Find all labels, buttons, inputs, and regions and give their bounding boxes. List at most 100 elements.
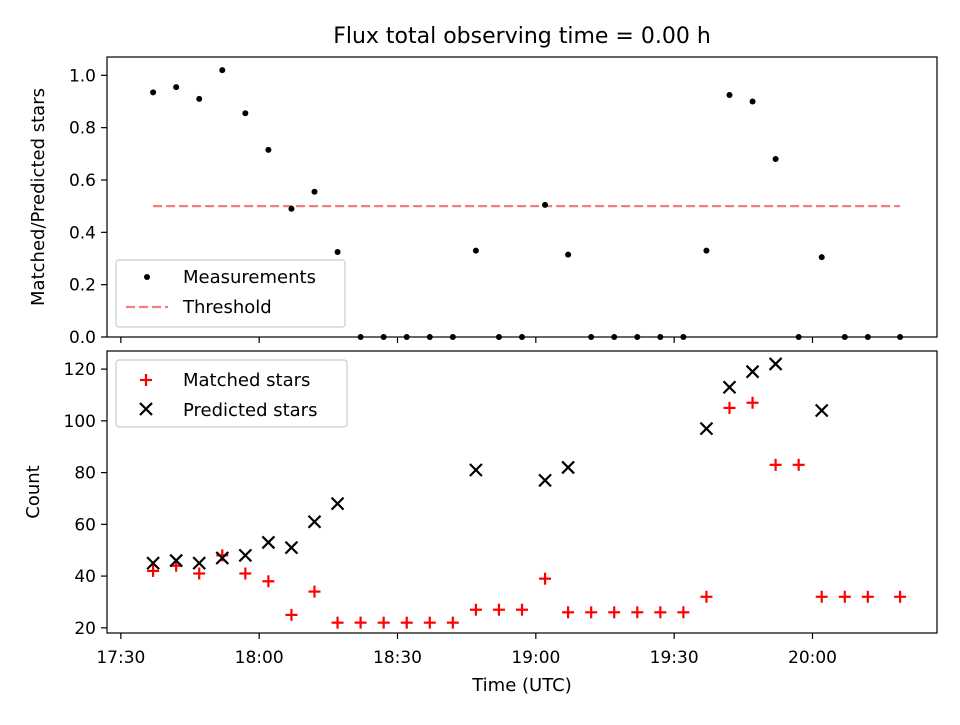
top-plot-frame	[106, 56, 938, 338]
matched-star-point	[654, 606, 667, 619]
matched-star-point	[631, 606, 644, 619]
bottom-x-axis-label: Time (UTC)	[471, 675, 572, 696]
matched-star-point	[769, 458, 782, 471]
matched-star-point	[262, 575, 275, 588]
predicted-star-point	[768, 357, 783, 371]
matched-star-point	[861, 590, 874, 603]
matched-star-point	[562, 606, 575, 619]
top-y-axis-label: Matched/Predicted stars	[28, 88, 49, 306]
matched-star-point	[608, 606, 621, 619]
measurement-point	[726, 91, 733, 98]
predicted-star-point	[538, 473, 552, 488]
predicted-star-point	[261, 535, 276, 550]
matched-star-point	[400, 616, 413, 629]
measurement-point	[334, 248, 341, 255]
matched-star-point	[469, 603, 482, 616]
chart-title: Flux total observing time = 0.00 h	[333, 24, 711, 49]
bottom-y-axis-label: Count	[23, 465, 44, 518]
measurement-point	[818, 254, 825, 261]
top-y-axis-ticks: 0.0 0.2 0.4 0.6 0.8 1.0	[69, 66, 107, 348]
legend-matched-marker	[140, 374, 152, 386]
measurement-point	[472, 247, 479, 254]
bottom-x-tick-label: 19:30	[650, 648, 699, 668]
bottom-x-axis-ticks: 17:30 18:00 18:30 19:00 19:30 20:00	[96, 633, 837, 668]
predicted-star-point	[722, 380, 737, 394]
measurement-point	[242, 110, 249, 117]
measurement-point	[542, 201, 549, 208]
legend-matched-label: Matched stars	[183, 370, 310, 391]
matched-star-point	[792, 458, 805, 471]
bottom-plot-frame	[106, 350, 938, 634]
matched-star-point	[516, 603, 528, 616]
matched-star-point	[377, 616, 390, 629]
bottom-x-tick-label: 18:00	[235, 648, 284, 668]
matched-star-point	[723, 401, 736, 414]
top-y-tick-label: 0.2	[69, 276, 96, 296]
bottom-y-tick-label: 80	[74, 464, 96, 484]
top-y-tick-label: 0.6	[69, 171, 96, 191]
bottom-x-tick-label: 17:30	[96, 648, 145, 668]
matched-star-point	[216, 549, 229, 562]
predicted-star-point	[284, 540, 299, 555]
matched-star-point	[354, 616, 367, 629]
matched-star-point	[239, 567, 252, 580]
predicted-star-point	[307, 514, 322, 529]
matched-star-point	[193, 567, 206, 580]
top-y-tick-label: 1.0	[69, 66, 96, 86]
bottom-x-tick-label: 19:00	[511, 648, 560, 668]
legend-threshold-label: Threshold	[182, 297, 272, 318]
legend-predicted-label: Predicted stars	[183, 400, 317, 421]
predicted-star-point	[330, 496, 345, 511]
legend-predicted-marker	[139, 402, 153, 416]
predicted-star-point	[169, 553, 183, 568]
predicted-star-point	[561, 460, 575, 475]
predicted-star-point	[192, 556, 207, 570]
measurement-point	[772, 156, 779, 163]
top-y-tick-label: 0.4	[69, 223, 96, 243]
measurement-point	[265, 146, 272, 153]
predicted-star-point	[469, 463, 483, 477]
measurement-point	[150, 89, 157, 96]
bottom-y-tick-label: 20	[74, 619, 96, 639]
predicted-star-point	[745, 364, 760, 379]
matched-star-point	[746, 396, 759, 409]
bottom-legend-box	[115, 359, 348, 428]
matched-star-point	[677, 606, 690, 619]
matched-star-point	[423, 616, 436, 629]
measurement-point	[196, 95, 203, 102]
matched-star-point	[585, 606, 598, 619]
measurement-point	[288, 205, 295, 212]
bottom-x-tick-label: 18:30	[373, 648, 422, 668]
measurement-point	[173, 84, 180, 91]
legend-measurements-label: Measurements	[183, 267, 316, 288]
bottom-y-tick-label: 60	[74, 515, 96, 535]
bottom-y-tick-label: 100	[64, 412, 96, 432]
bottom-y-tick-label: 120	[64, 360, 96, 380]
measurement-points	[150, 67, 904, 340]
measurement-point	[565, 251, 572, 258]
predicted-star-point	[699, 421, 714, 436]
matched-star-point	[539, 572, 552, 585]
matched-star-point	[700, 590, 713, 603]
measurement-point	[749, 98, 756, 105]
matched-star-point	[838, 590, 851, 603]
top-y-tick-label: 0.0	[69, 328, 96, 348]
matched-star-point	[815, 590, 828, 603]
matched-star-point	[331, 616, 344, 629]
bottom-x-tick-label: 20:00	[788, 648, 837, 668]
bottom-y-axis-ticks: 20 40 60 80 100 120	[64, 360, 107, 639]
top-legend-box	[115, 259, 346, 328]
legend-measurements-marker	[144, 274, 150, 280]
matched-star-point	[894, 590, 907, 603]
predicted-stars-points	[146, 357, 829, 570]
measurement-point	[311, 188, 318, 195]
top-y-tick-label: 0.8	[69, 119, 96, 139]
predicted-star-point	[238, 548, 253, 563]
matched-star-point	[492, 603, 505, 616]
top-panel: 0.0 0.2 0.4 0.6 0.8 1.0 Matched/Predicted sta…	[28, 56, 938, 348]
matched-star-point	[147, 564, 160, 577]
predicted-star-point	[215, 551, 230, 565]
matched-star-point	[446, 616, 459, 629]
